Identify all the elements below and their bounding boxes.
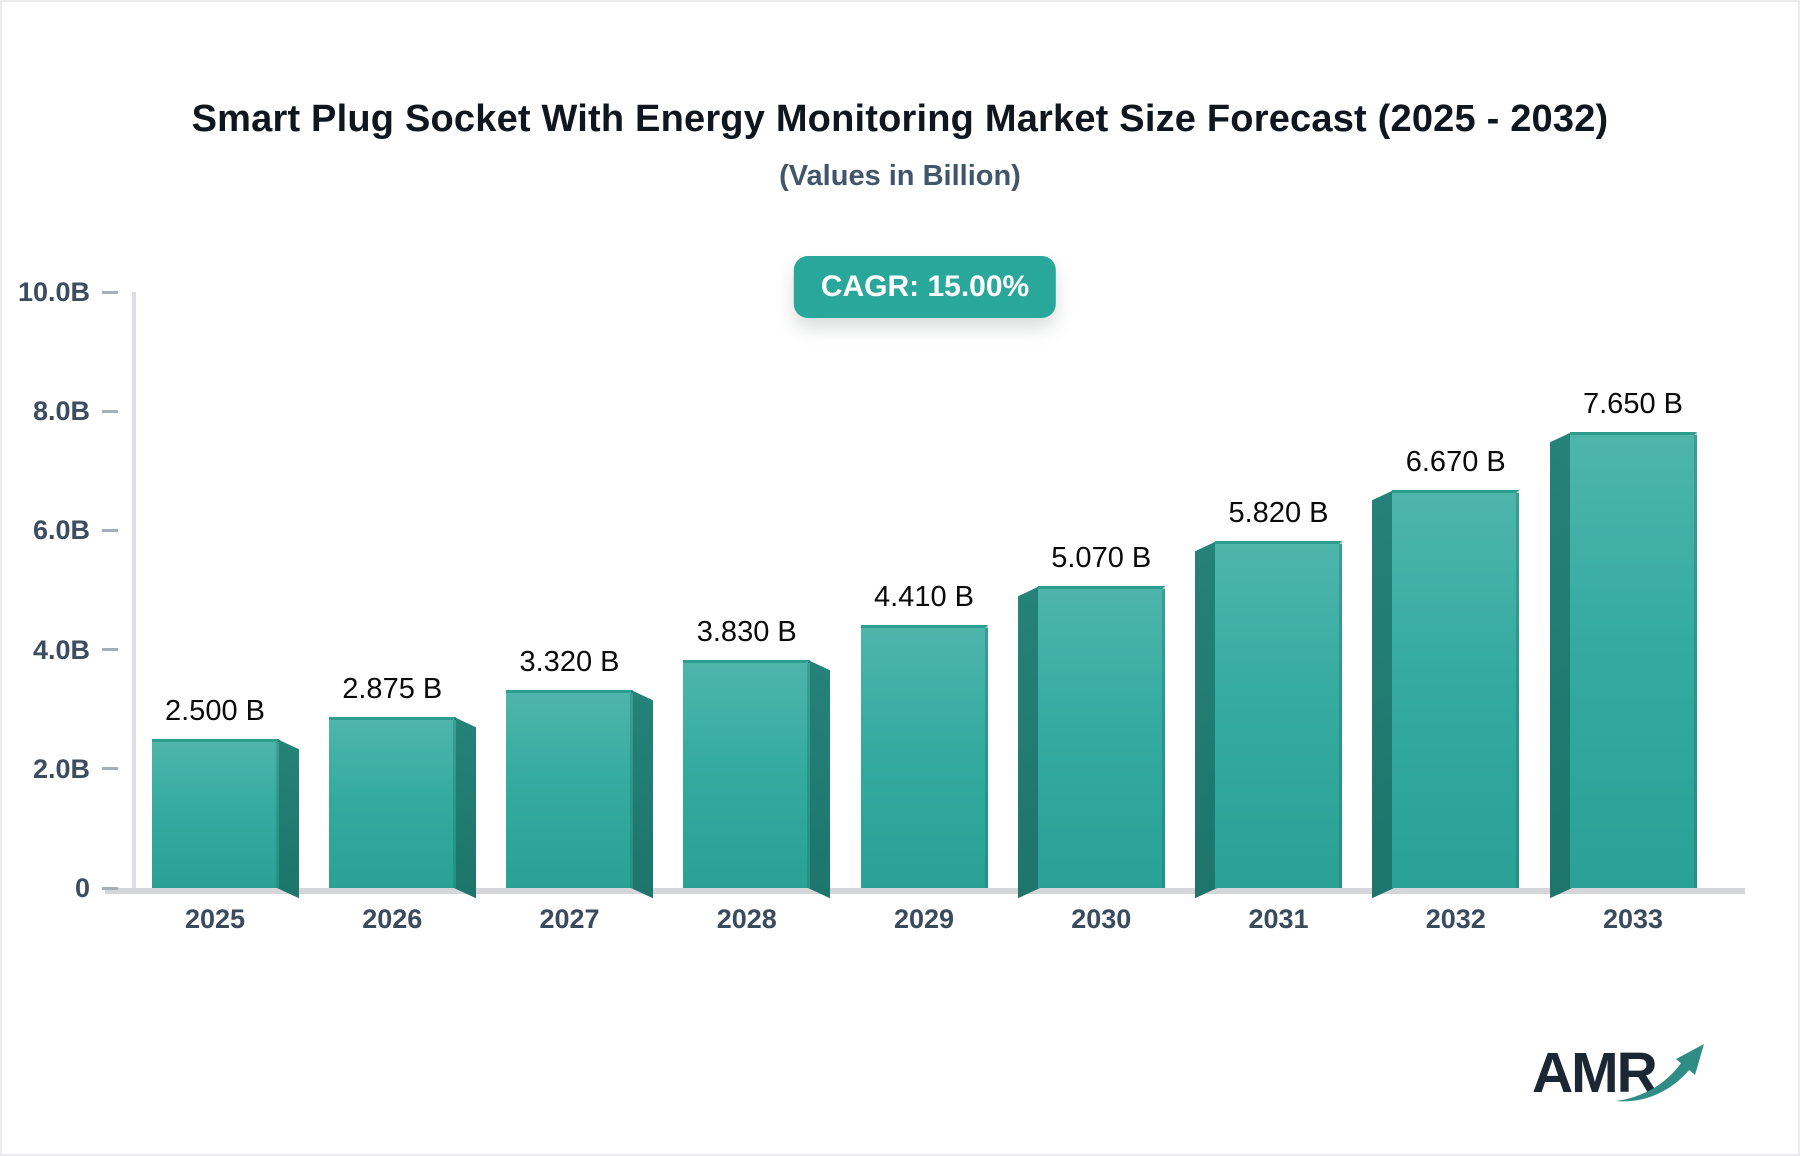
bar-side-face-2028 (808, 659, 831, 899)
y-tick-dash (102, 290, 118, 294)
bar-2031 (1215, 541, 1342, 888)
bar-2032 (1392, 490, 1520, 888)
bar-2029 (860, 625, 988, 888)
y-tick-dash (102, 886, 118, 890)
bar-value-label-2029: 4.410 B (874, 581, 974, 614)
x-axis-label-2030: 2030 (1071, 904, 1132, 934)
x-axis-label-2033: 2033 (1602, 904, 1664, 934)
x-axis-label-2025: 2025 (184, 904, 246, 934)
bar-2027 (506, 690, 633, 888)
chart-subtitle: (Values in Billion) (779, 160, 1021, 192)
bar-value-label-2031: 5.820 B (1228, 497, 1329, 530)
bar-value-label-2027: 3.320 B (519, 646, 620, 679)
y-tick-dash (102, 648, 118, 652)
y-tick-label: 4.0B (32, 634, 90, 665)
y-tick-label: 8.0B (32, 396, 90, 427)
y-tick-label: 10.0B (17, 277, 90, 307)
cagr-label: CAGR: 15.00% (820, 270, 1030, 303)
x-axis-label-2027: 2027 (539, 904, 600, 934)
bar-2028 (683, 659, 811, 888)
bar-side-face-2033 (1549, 432, 1572, 899)
cagr-badge: CAGR: 15.00% (793, 256, 1057, 318)
x-axis-line (105, 888, 1745, 894)
y-tick-label: 6.0B (32, 515, 90, 546)
bar-2025 (151, 739, 279, 888)
bar-value-label-2030: 5.070 B (1051, 541, 1152, 574)
x-axis-label-2032: 2032 (1425, 904, 1486, 934)
amr-logo-text: AMR (1532, 1041, 1658, 1105)
bar-side-face-2031 (1195, 541, 1217, 899)
bar-side-face-2026 (453, 716, 476, 899)
y-tick-dash (102, 528, 118, 532)
bar-value-label-2025: 2.500 B (165, 695, 265, 727)
bar-side-face-2027 (631, 690, 653, 899)
bar-value-label-2026: 2.875 B (342, 672, 443, 705)
bar-2033 (1569, 432, 1697, 888)
amr-logo: AMR (1532, 1040, 1732, 1120)
bar-value-label-2028: 3.830 B (696, 615, 797, 648)
x-axis-label-2026: 2026 (362, 904, 423, 934)
y-tick-dash (102, 767, 118, 771)
y-tick-label: 2.0B (32, 753, 90, 784)
y-axis-line (132, 292, 136, 888)
bar-2030 (1037, 585, 1165, 888)
bar-value-label-2033: 7.650 B (1583, 388, 1683, 421)
x-axis-label-2029: 2029 (893, 904, 955, 934)
y-tick-label: 0 (74, 873, 90, 903)
x-axis-label-2028: 2028 (716, 904, 777, 934)
bar-side-face-2032 (1372, 490, 1395, 899)
growth-arrow-icon (1616, 1044, 1704, 1102)
chart-title: Smart Plug Socket With Energy Monitoring… (191, 98, 1609, 140)
y-tick-dash (102, 409, 118, 413)
x-axis-label-2031: 2031 (1248, 904, 1309, 934)
bar-side-face-2030 (1017, 585, 1040, 899)
bar-value-label-2032: 6.670 B (1405, 446, 1506, 479)
bar-2026 (328, 716, 456, 888)
bar-side-face-2025 (276, 739, 299, 899)
